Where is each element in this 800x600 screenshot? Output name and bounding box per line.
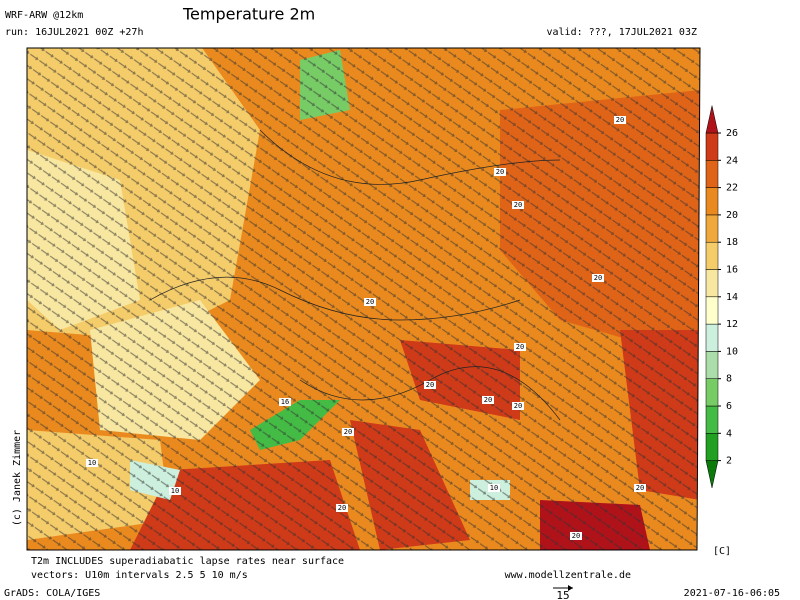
contour-labels: 20 20 20 20 20 20 20 20 20 16 10 10 10 20 20 20 20	[86, 116, 646, 540]
contour-label-box	[514, 343, 526, 351]
contour-label: 20	[484, 396, 492, 404]
contour-label-box	[364, 298, 376, 306]
contour-label: 20	[572, 532, 580, 540]
contour-label-box	[614, 116, 626, 124]
colorbar-tick-label: 18	[726, 237, 738, 248]
colorbar-tick-label: 26	[726, 128, 738, 139]
contour-label: 10	[490, 484, 498, 492]
colorbar-segment	[705, 351, 719, 379]
colorbar-tick-label: 8	[726, 374, 732, 385]
contour-label-box	[279, 398, 291, 406]
colorbar-segment	[705, 378, 719, 407]
colorbar-segment	[705, 296, 719, 325]
footer-note: T2m INCLUDES superadiabatic lapse rates …	[31, 556, 344, 567]
contour-label: 10	[171, 487, 179, 495]
contour-label: 20	[514, 201, 522, 209]
contour-label: 20	[594, 274, 602, 282]
colorbar-segment	[705, 187, 719, 216]
grads-label: GrADS: COLA/IGES	[4, 588, 100, 599]
colorbar-tick-label: 6	[726, 401, 732, 412]
temperature-field	[27, 48, 700, 550]
reference-arrowhead	[568, 585, 573, 591]
contour-label: 20	[636, 484, 644, 492]
contour-label-box	[482, 396, 494, 404]
credit: (c) Janek Zimmer	[12, 430, 23, 526]
map-frame	[26, 47, 701, 551]
colorbar-tick-label: 20	[726, 210, 738, 221]
contour-label: 20	[338, 504, 346, 512]
colorbar-segment	[705, 269, 719, 298]
contour-label-box	[424, 381, 436, 389]
colorbar-tick-label: 4	[726, 428, 732, 439]
colorbar-unit: [C]	[713, 546, 731, 557]
colorbar-segment	[705, 132, 719, 161]
contour-label-box	[570, 532, 582, 540]
colorbar-tick-label: 12	[726, 319, 738, 330]
reference-value: 15	[556, 589, 569, 600]
contour-label-box	[512, 201, 524, 209]
contour-label-box	[169, 487, 181, 495]
colorbar-segment	[705, 405, 719, 434]
run-label: run: 16JUL2021 00Z +27h	[5, 27, 143, 38]
colorbar-end	[705, 460, 719, 488]
footer-note: vectors: U10m intervals 2.5 5 10 m/s	[31, 570, 248, 581]
colorbar-tick-label: 24	[726, 155, 738, 166]
model-label: WRF-ARW @12km	[5, 10, 83, 21]
timestamp: 2021-07-16-06:05	[684, 588, 780, 599]
colorbar-segment	[705, 323, 719, 352]
contour-label-box	[494, 168, 506, 176]
contour-label: 20	[516, 343, 524, 351]
colorbar-tick-label: 2	[726, 456, 732, 467]
contour-label: 20	[426, 381, 434, 389]
contour-label-box	[512, 402, 524, 410]
contour-label: 20	[496, 168, 504, 176]
colorbar-segment	[705, 160, 719, 188]
colorbar-segment	[705, 214, 719, 243]
contour-label: 20	[616, 116, 624, 124]
contour-label: 10	[88, 459, 96, 467]
colorbar-tick-label: 16	[726, 265, 738, 276]
colorbar-segment	[705, 241, 719, 270]
contour-label: 20	[366, 298, 374, 306]
valid-label: valid: ???, 17JUL2021 03Z	[546, 27, 697, 38]
contour-label: 20	[344, 428, 352, 436]
contour-label: 16	[281, 398, 289, 406]
map-title: Temperature 2m	[182, 5, 315, 24]
contour-label: 20	[514, 402, 522, 410]
website: www.modellzentrale.de	[505, 570, 631, 581]
colorbar-segment	[705, 433, 719, 461]
colorbar-tick-label: 14	[726, 292, 738, 303]
contour-label-box	[342, 428, 354, 436]
colorbar-tick-label: 22	[726, 183, 738, 194]
contour-label-box	[336, 504, 348, 512]
contour-label-box	[634, 484, 646, 492]
contour-label-box	[488, 484, 500, 492]
colorbar-end	[705, 105, 719, 134]
contour-label-box	[86, 459, 98, 467]
contour-label-box	[592, 274, 604, 282]
colorbar-tick-label: 10	[726, 346, 738, 357]
